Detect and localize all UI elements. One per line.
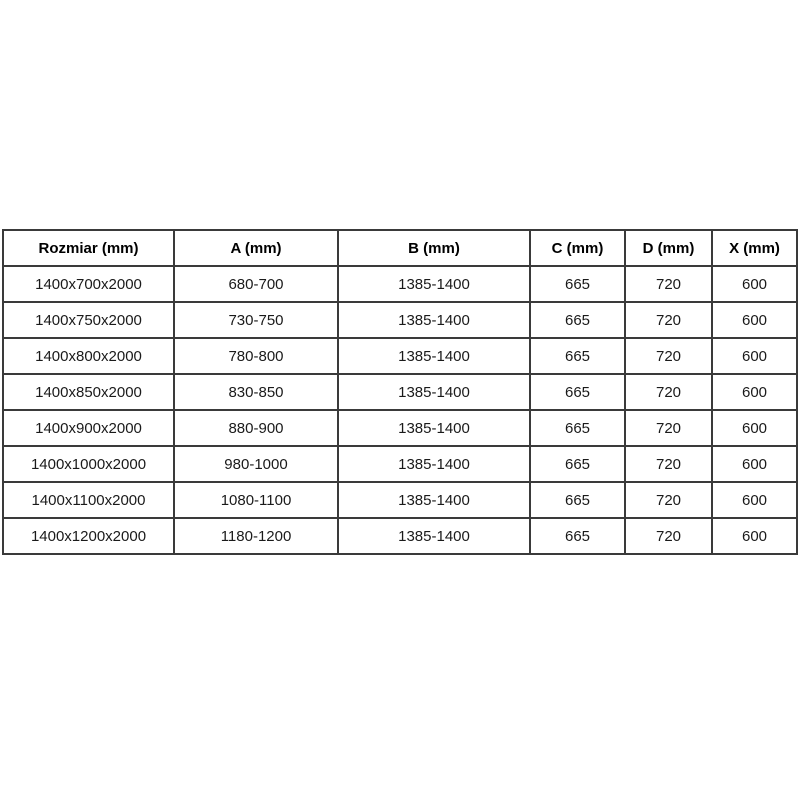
table-cell: 665 — [529, 337, 626, 375]
table-row: 1400x1000x2000 980-1000 1385-1400 665 720 600 — [2, 445, 798, 483]
table-cell: 600 — [711, 373, 798, 411]
table-cell: 1385-1400 — [337, 517, 531, 555]
table-cell: 720 — [624, 265, 713, 303]
table-cell: 720 — [624, 373, 713, 411]
table-cell: 1385-1400 — [337, 373, 531, 411]
table-cell: 600 — [711, 481, 798, 519]
table-cell: 720 — [624, 337, 713, 375]
table-cell: 665 — [529, 445, 626, 483]
table-cell: 665 — [529, 481, 626, 519]
table-row: 1400x850x2000 830-850 1385-1400 665 720 600 — [2, 373, 798, 411]
table-cell: 830-850 — [173, 373, 339, 411]
table-cell: 1400x1000x2000 — [2, 445, 175, 483]
table-cell: 600 — [711, 265, 798, 303]
table-cell: 1400x800x2000 — [2, 337, 175, 375]
table-row: 1400x700x2000 680-700 1385-1400 665 720 600 — [2, 265, 798, 303]
dimensions-table: Rozmiar (mm) A (mm) B (mm) C (mm) D (mm)… — [2, 229, 798, 555]
table-cell: 720 — [624, 481, 713, 519]
table-cell: 600 — [711, 445, 798, 483]
table-cell: 1385-1400 — [337, 409, 531, 447]
table-cell: 1400x700x2000 — [2, 265, 175, 303]
table-cell: 980-1000 — [173, 445, 339, 483]
table-cell: 1385-1400 — [337, 337, 531, 375]
table-cell: 720 — [624, 301, 713, 339]
table-cell: 1400x900x2000 — [2, 409, 175, 447]
table-row: 1400x750x2000 730-750 1385-1400 665 720 600 — [2, 301, 798, 339]
table-cell: 665 — [529, 301, 626, 339]
table-cell: 1400x750x2000 — [2, 301, 175, 339]
table-row: 1400x1200x2000 1180-1200 1385-1400 665 720 60… — [2, 517, 798, 555]
table-cell: 730-750 — [173, 301, 339, 339]
table-cell: 1400x1200x2000 — [2, 517, 175, 555]
header-d: D (mm) — [624, 229, 713, 267]
table-header-row: Rozmiar (mm) A (mm) B (mm) C (mm) D (mm)… — [2, 229, 798, 267]
table-cell: 665 — [529, 373, 626, 411]
table-row: 1400x1100x2000 1080-1100 1385-1400 665 720 60… — [2, 481, 798, 519]
table-cell: 665 — [529, 265, 626, 303]
table-cell: 720 — [624, 445, 713, 483]
header-x: X (mm) — [711, 229, 798, 267]
header-c: C (mm) — [529, 229, 626, 267]
table-cell: 1385-1400 — [337, 481, 531, 519]
header-a: A (mm) — [173, 229, 339, 267]
table-cell: 1080-1100 — [173, 481, 339, 519]
table-cell: 720 — [624, 517, 713, 555]
table-cell: 880-900 — [173, 409, 339, 447]
header-b: B (mm) — [337, 229, 531, 267]
table-cell: 665 — [529, 409, 626, 447]
table-cell: 680-700 — [173, 265, 339, 303]
table-cell: 600 — [711, 409, 798, 447]
table-cell: 1400x850x2000 — [2, 373, 175, 411]
table-row: 1400x900x2000 880-900 1385-1400 665 720 600 — [2, 409, 798, 447]
table-cell: 1385-1400 — [337, 265, 531, 303]
table-cell: 600 — [711, 301, 798, 339]
table-body: 1400x700x2000 680-700 1385-1400 665 720 600 14… — [2, 265, 798, 555]
table-cell: 1400x1100x2000 — [2, 481, 175, 519]
header-rozmiar: Rozmiar (mm) — [2, 229, 175, 267]
table-cell: 665 — [529, 517, 626, 555]
table-cell: 600 — [711, 337, 798, 375]
table-cell: 600 — [711, 517, 798, 555]
table-cell: 1385-1400 — [337, 301, 531, 339]
table-cell: 1385-1400 — [337, 445, 531, 483]
table-row: 1400x800x2000 780-800 1385-1400 665 720 600 — [2, 337, 798, 375]
table-cell: 780-800 — [173, 337, 339, 375]
table-cell: 1180-1200 — [173, 517, 339, 555]
table-cell: 720 — [624, 409, 713, 447]
